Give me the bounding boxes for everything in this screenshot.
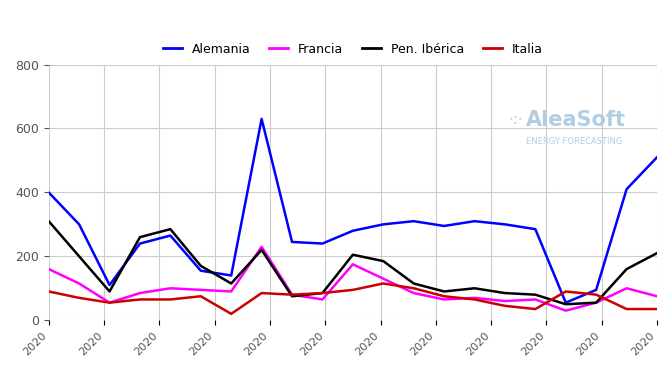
Pen. Ibérica	[319, 291, 327, 295]
Pen. Ibérica	[410, 281, 418, 286]
Alemania	[75, 222, 83, 227]
Francia	[532, 297, 540, 302]
Italia	[136, 297, 144, 302]
Alemania	[197, 269, 205, 273]
Pen. Ibérica	[257, 248, 265, 252]
Alemania	[592, 288, 600, 292]
Pen. Ibérica	[532, 292, 540, 297]
Line: Francia: Francia	[49, 247, 657, 311]
Pen. Ibérica	[106, 289, 114, 294]
Alemania	[501, 222, 509, 227]
Francia	[622, 286, 630, 291]
Italia	[592, 292, 600, 297]
Francia	[106, 301, 114, 305]
Alemania	[470, 219, 478, 224]
Francia	[410, 291, 418, 295]
Italia	[562, 289, 570, 294]
Pen. Ibérica	[653, 251, 661, 255]
Italia	[227, 312, 235, 316]
Pen. Ibérica	[349, 253, 357, 257]
Text: AleaSoft: AleaSoft	[526, 109, 626, 129]
Italia	[75, 296, 83, 300]
Italia	[197, 294, 205, 298]
Pen. Ibérica	[197, 264, 205, 268]
Alemania	[257, 117, 265, 121]
Pen. Ibérica	[167, 227, 175, 231]
Alemania	[532, 227, 540, 231]
Pen. Ibérica	[470, 286, 478, 291]
Legend: Alemania, Francia, Pen. Ibérica, Italia: Alemania, Francia, Pen. Ibérica, Italia	[158, 38, 548, 61]
Alemania	[136, 241, 144, 246]
Line: Alemania: Alemania	[49, 119, 657, 303]
Alemania	[45, 190, 53, 195]
Text: ⋅:⋅: ⋅:⋅	[508, 112, 523, 127]
Francia	[319, 297, 327, 302]
Pen. Ibérica	[227, 281, 235, 286]
Pen. Ibérica	[45, 219, 53, 224]
Francia	[45, 267, 53, 271]
Alemania	[167, 233, 175, 238]
Pen. Ibérica	[379, 259, 387, 263]
Pen. Ibérica	[592, 301, 600, 305]
Francia	[592, 301, 600, 305]
Pen. Ibérica	[501, 291, 509, 295]
Francia	[562, 308, 570, 313]
Italia	[470, 297, 478, 302]
Alemania	[288, 240, 296, 244]
Francia	[167, 286, 175, 291]
Alemania	[562, 301, 570, 305]
Italia	[379, 281, 387, 286]
Italia	[106, 301, 114, 305]
Francia	[257, 244, 265, 249]
Francia	[227, 289, 235, 294]
Text: ENERGY FORECASTING: ENERGY FORECASTING	[526, 137, 622, 146]
Francia	[349, 262, 357, 267]
Francia	[440, 297, 448, 302]
Francia	[501, 299, 509, 303]
Pen. Ibérica	[562, 302, 570, 307]
Alemania	[410, 219, 418, 224]
Alemania	[349, 228, 357, 233]
Italia	[410, 286, 418, 291]
Alemania	[319, 241, 327, 246]
Alemania	[227, 273, 235, 278]
Italia	[622, 307, 630, 311]
Francia	[136, 291, 144, 295]
Francia	[470, 296, 478, 300]
Italia	[45, 289, 53, 294]
Line: Italia: Italia	[49, 283, 657, 314]
Line: Pen. Ibérica: Pen. Ibérica	[49, 221, 657, 304]
Alemania	[379, 222, 387, 227]
Pen. Ibérica	[622, 267, 630, 271]
Francia	[379, 276, 387, 281]
Italia	[167, 297, 175, 302]
Francia	[288, 292, 296, 297]
Italia	[349, 288, 357, 292]
Italia	[653, 307, 661, 311]
Alemania	[653, 155, 661, 160]
Pen. Ibérica	[136, 235, 144, 239]
Alemania	[440, 224, 448, 228]
Italia	[257, 291, 265, 295]
Pen. Ibérica	[288, 294, 296, 298]
Pen. Ibérica	[440, 289, 448, 294]
Alemania	[622, 187, 630, 192]
Alemania	[106, 283, 114, 287]
Pen. Ibérica	[75, 254, 83, 259]
Italia	[501, 304, 509, 308]
Italia	[288, 292, 296, 297]
Italia	[532, 307, 540, 311]
Francia	[197, 288, 205, 292]
Francia	[653, 294, 661, 298]
Italia	[440, 294, 448, 298]
Francia	[75, 281, 83, 286]
Italia	[319, 291, 327, 295]
